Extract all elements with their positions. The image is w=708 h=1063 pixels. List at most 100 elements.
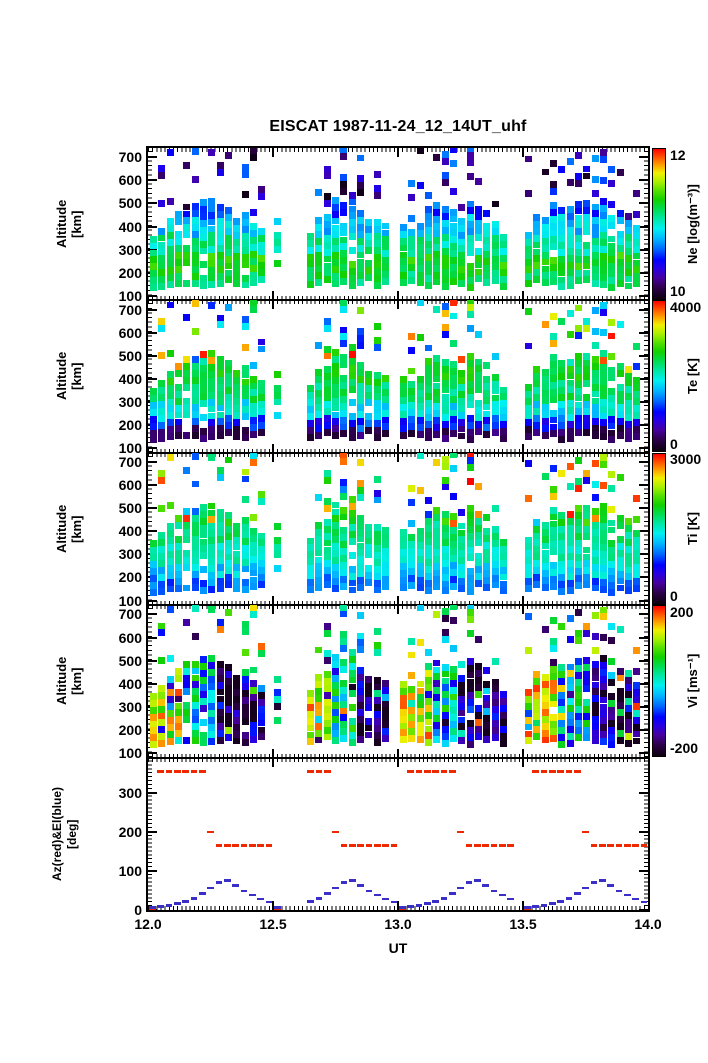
heat-cell [175,390,183,398]
heat-cell [575,664,583,672]
heat-cell [241,191,249,199]
heat-cell [332,653,340,661]
heat-cell [483,555,491,563]
heat-cell [566,428,574,435]
heat-cell [600,426,608,434]
heat-cell [233,716,241,724]
heat-cell [525,585,533,592]
heat-cell [250,396,258,404]
heat-cell [357,736,365,744]
heat-cell [408,277,416,285]
heat-cell [365,523,373,531]
heat-cell [466,685,474,693]
heat-cell [608,526,616,534]
heat-cell [332,702,340,710]
heat-cell [475,538,483,546]
el-dash [457,886,464,890]
az-dash [365,844,373,847]
heat-cell [307,724,315,732]
heat-cell [441,615,449,623]
heat-cell [216,252,224,260]
heat-cell [166,724,174,732]
heat-cell [533,393,541,401]
heat-cell [441,275,449,283]
heat-cell [258,705,266,713]
heat-cell [608,678,616,686]
heat-cell [400,701,408,709]
heat-cell [600,197,608,205]
heat-cell [533,705,541,713]
heat-cell [466,463,474,471]
heat-cell [250,694,258,702]
heat-cell [633,723,641,731]
heat-cell [541,251,549,259]
heat-cell [200,247,208,255]
heat-cell [200,670,208,678]
heat-cell [558,262,566,270]
heat-cell [241,738,249,746]
heat-cell [625,282,633,290]
az-dash [340,844,348,847]
heat-cell [608,401,616,409]
heat-cell [191,224,199,232]
heat-cell [150,554,158,562]
heat-cell [566,670,574,678]
heat-cell [191,258,199,266]
heat-cell [382,714,390,722]
heat-cell [625,559,633,567]
heat-cell [525,252,533,260]
heat-cell [340,534,348,542]
heat-cell [616,584,624,592]
heat-cell [608,277,616,285]
heat-cell [633,682,641,689]
heat-cell [466,373,474,381]
heat-cell [608,332,616,340]
heat-cell [225,255,233,263]
heat-cell [400,563,408,571]
heat-cell [608,505,616,513]
heat-cell [450,693,458,701]
heat-cell [208,544,216,552]
y-major-tick [639,179,648,182]
heat-cell [175,370,183,377]
heat-cell [616,729,624,737]
heat-cell [541,168,549,176]
heat-cell [315,722,323,730]
heat-cell [216,702,224,710]
heat-cell [575,394,583,402]
az-dash [249,844,256,847]
heat-cell [625,254,633,262]
x-major-tick [397,605,399,615]
y-axis-unit-text: [km] [69,210,84,238]
heat-cell [425,226,433,234]
y-tick-label: 400 [118,675,142,692]
heat-cell [382,707,390,715]
heat-cell [408,686,416,694]
heat-cell [600,558,608,565]
heat-cell [315,417,323,425]
heat-cell [216,418,224,426]
heat-cell [273,564,281,572]
heat-cell [365,426,373,434]
heat-cell [208,267,216,274]
heat-cell [550,714,558,722]
heat-cell [558,588,566,596]
heat-cell [433,583,441,591]
heat-cell [258,394,266,401]
heat-cell [208,412,216,420]
heat-cell [491,533,499,540]
heat-cell [315,701,323,709]
heat-cell [191,355,199,363]
heat-cell [340,686,348,694]
heat-cell [633,363,641,371]
heat-cell [600,606,608,614]
heat-cell [450,361,458,368]
heat-cell [491,249,499,256]
heat-cell [357,694,365,702]
heat-cell [550,527,558,535]
heat-cell [348,274,356,282]
heat-cell [633,273,641,281]
heat-cell [373,392,381,400]
heat-cell [558,470,566,478]
heat-cell [533,414,541,422]
